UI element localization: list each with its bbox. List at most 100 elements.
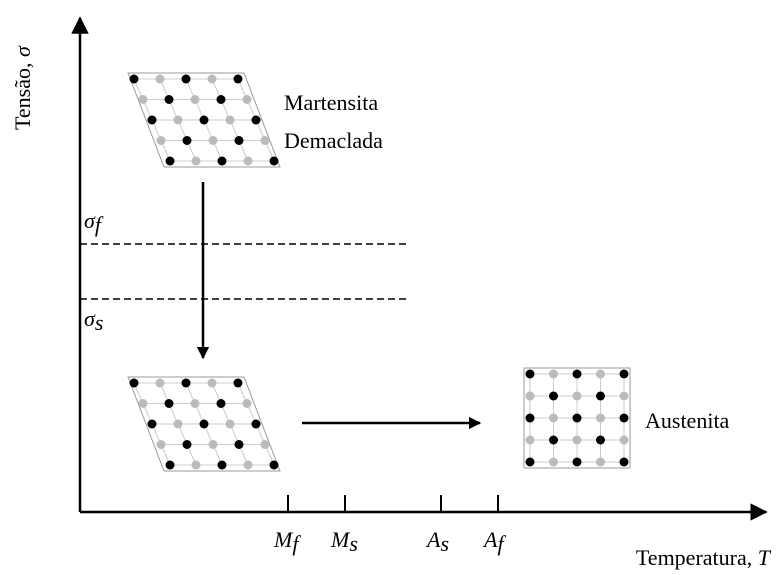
atom: [549, 458, 558, 467]
atom: [218, 157, 227, 166]
atom: [235, 136, 244, 145]
atom: [549, 370, 558, 379]
atom: [166, 157, 175, 166]
phase-label: Austenita: [645, 408, 730, 433]
subscript: s: [95, 310, 104, 335]
temperature-label: Mf: [273, 527, 301, 556]
atom: [226, 116, 235, 125]
atom: [157, 440, 166, 449]
atom: [156, 75, 165, 84]
atom: [596, 436, 605, 445]
atom: [218, 461, 227, 470]
atom: [526, 414, 535, 423]
x-axis-label: Temperatura, T: [636, 545, 772, 570]
atom: [549, 392, 558, 401]
atom: [270, 461, 279, 470]
symbol: M: [330, 527, 351, 552]
y-label-symbol: σ: [10, 45, 35, 57]
atom: [243, 399, 252, 408]
atom: [191, 399, 200, 408]
temperature-label: Ms: [330, 527, 358, 556]
atom: [596, 414, 605, 423]
atom: [596, 392, 605, 401]
atom: [252, 116, 261, 125]
atom: [620, 392, 629, 401]
atom: [200, 116, 209, 125]
symbol: A: [425, 527, 441, 552]
x-label-symbol: T: [758, 545, 772, 570]
sigma-s-label: σs: [84, 306, 103, 335]
atom: [174, 420, 183, 429]
atom: [182, 75, 191, 84]
sigma-f-label: σf: [84, 208, 104, 237]
atom: [156, 379, 165, 388]
atom: [573, 370, 582, 379]
atom: [166, 461, 175, 470]
austenite-lattice: [524, 368, 630, 468]
atom: [182, 379, 191, 388]
atom: [243, 95, 252, 104]
phase-label: Demaclada: [284, 128, 383, 153]
atom: [165, 95, 174, 104]
atom: [174, 116, 183, 125]
atom: [234, 75, 243, 84]
subscript: f: [497, 531, 506, 556]
atom: [208, 379, 217, 388]
atom: [620, 370, 629, 379]
atom: [573, 458, 582, 467]
temperature-label: As: [425, 527, 449, 556]
atom: [148, 420, 157, 429]
atom: [191, 95, 200, 104]
atom: [200, 420, 209, 429]
atom: [596, 458, 605, 467]
y-axis-label: Tensão, σ: [10, 45, 35, 130]
atom: [157, 136, 166, 145]
atom: [620, 436, 629, 445]
atom: [234, 379, 243, 388]
atom: [573, 414, 582, 423]
atom: [252, 420, 261, 429]
atom: [139, 399, 148, 408]
atom: [526, 458, 535, 467]
atom: [244, 461, 253, 470]
subscript: s: [440, 531, 449, 556]
atom: [130, 379, 139, 388]
atom: [596, 370, 605, 379]
symbol: A: [482, 527, 498, 552]
subscript: s: [349, 531, 358, 556]
atom: [244, 157, 253, 166]
atom: [526, 436, 535, 445]
y-label-text: Tensão,: [10, 63, 35, 131]
atom: [192, 157, 201, 166]
atom: [549, 436, 558, 445]
atom: [208, 75, 217, 84]
atom: [148, 116, 157, 125]
atom: [130, 75, 139, 84]
atom: [165, 399, 174, 408]
atom: [261, 440, 270, 449]
symbol: M: [273, 527, 294, 552]
atom: [226, 420, 235, 429]
atom: [549, 414, 558, 423]
detwinned-lattice: [128, 377, 280, 471]
temperature-label: Af: [482, 527, 506, 556]
detwinned-lattice: [128, 73, 280, 167]
x-label-text: Temperatura,: [636, 545, 752, 570]
atom: [620, 458, 629, 467]
subscript: f: [292, 531, 301, 556]
atom: [573, 392, 582, 401]
atom: [261, 136, 270, 145]
atom: [526, 392, 535, 401]
atom: [620, 414, 629, 423]
atom: [526, 370, 535, 379]
atom: [139, 95, 148, 104]
atom: [217, 95, 226, 104]
subscript: f: [95, 212, 104, 237]
atom: [270, 157, 279, 166]
atom: [217, 399, 226, 408]
atom: [183, 136, 192, 145]
atom: [192, 461, 201, 470]
atom: [573, 436, 582, 445]
phase-label: Martensita: [284, 90, 378, 115]
atom: [235, 440, 244, 449]
